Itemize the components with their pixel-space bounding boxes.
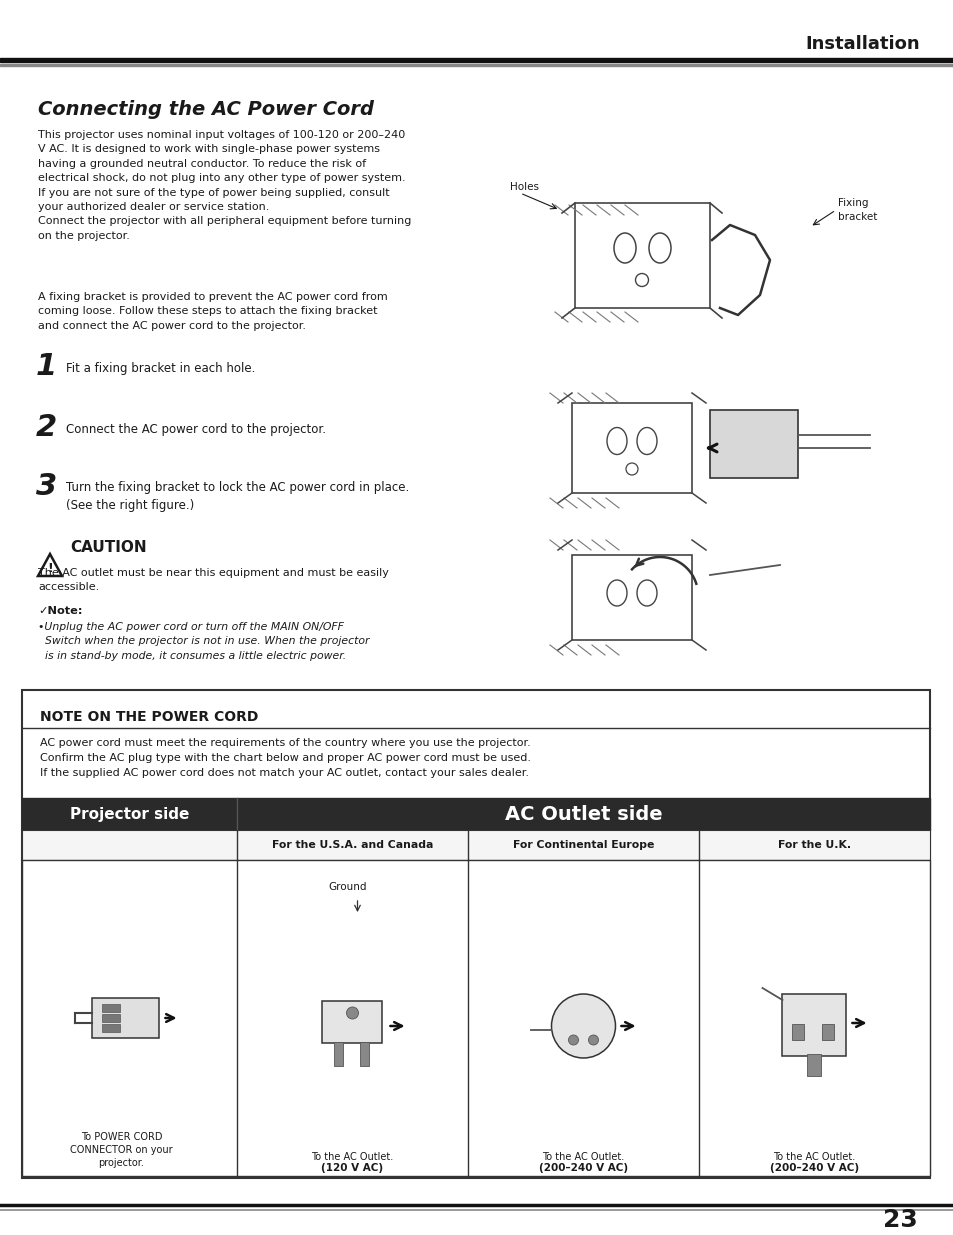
Bar — [22, 860, 929, 1176]
Text: AC Outlet side: AC Outlet side — [504, 804, 661, 824]
Text: 23: 23 — [882, 1208, 917, 1233]
Text: For the U.K.: For the U.K. — [777, 840, 850, 850]
Bar — [575, 203, 709, 308]
Text: This projector uses nominal input voltages of 100-120 or 200–240
V AC. It is des: This projector uses nominal input voltag… — [38, 130, 411, 241]
Text: Ground: Ground — [328, 882, 366, 892]
Bar — [22, 798, 929, 830]
Bar — [101, 1024, 119, 1032]
Text: Projector side: Projector side — [70, 806, 189, 821]
Text: A fixing bracket is provided to prevent the AC power cord from
coming loose. Fol: A fixing bracket is provided to prevent … — [38, 291, 387, 331]
Text: (200–240 V AC): (200–240 V AC) — [769, 1163, 858, 1173]
Text: Connecting the AC Power Cord: Connecting the AC Power Cord — [38, 100, 374, 119]
Text: 1: 1 — [36, 352, 57, 382]
Bar — [792, 1024, 803, 1040]
Text: To the AC Outlet.: To the AC Outlet. — [773, 1152, 855, 1162]
Text: For the U.S.A. and Canada: For the U.S.A. and Canada — [272, 840, 433, 850]
Bar — [101, 1004, 119, 1011]
Text: To the AC Outlet.: To the AC Outlet. — [542, 1152, 624, 1162]
Bar — [22, 690, 929, 1178]
Text: 3: 3 — [36, 472, 57, 501]
Circle shape — [568, 1035, 578, 1045]
Text: Holes: Holes — [510, 182, 538, 191]
Bar — [0, 63, 953, 65]
Circle shape — [588, 1035, 598, 1045]
Text: Connect the AC power cord to the projector.: Connect the AC power cord to the project… — [66, 424, 326, 436]
Bar — [806, 1053, 821, 1076]
Bar — [101, 1014, 119, 1023]
Bar — [821, 1024, 834, 1040]
Text: Fixing
bracket: Fixing bracket — [837, 198, 877, 222]
Text: •Unplug the AC power cord or turn off the MAIN ON/OFF
  Switch when the projecto: •Unplug the AC power cord or turn off th… — [38, 622, 369, 661]
Text: 2: 2 — [36, 412, 57, 442]
Bar — [709, 410, 797, 478]
Bar — [572, 555, 691, 640]
Polygon shape — [91, 998, 159, 1037]
Text: To the AC Outlet.: To the AC Outlet. — [311, 1152, 394, 1162]
Text: Installation: Installation — [804, 35, 919, 53]
Text: ✓Note:: ✓Note: — [38, 606, 82, 616]
Text: For Continental Europe: For Continental Europe — [513, 840, 654, 850]
Circle shape — [551, 994, 615, 1058]
Bar — [572, 403, 691, 493]
Text: (120 V AC): (120 V AC) — [321, 1163, 383, 1173]
Circle shape — [346, 1007, 358, 1019]
Text: The AC outlet must be near this equipment and must be easily
accessible.: The AC outlet must be near this equipmen… — [38, 568, 389, 593]
Text: CAUTION: CAUTION — [70, 540, 147, 555]
Bar — [335, 1042, 343, 1066]
Bar — [22, 830, 929, 860]
Bar — [322, 1002, 382, 1044]
Text: AC power cord must meet the requirements of the country where you use the projec: AC power cord must meet the requirements… — [40, 739, 531, 778]
Text: NOTE ON THE POWER CORD: NOTE ON THE POWER CORD — [40, 710, 258, 724]
Text: (200–240 V AC): (200–240 V AC) — [538, 1163, 627, 1173]
Text: Turn the fixing bracket to lock the AC power cord in place.
(See the right figur: Turn the fixing bracket to lock the AC p… — [66, 480, 409, 513]
Bar — [360, 1042, 369, 1066]
Text: Fit a fixing bracket in each hole.: Fit a fixing bracket in each hole. — [66, 362, 255, 375]
Bar — [0, 58, 953, 62]
Bar — [781, 994, 845, 1056]
Text: !: ! — [47, 562, 52, 574]
Text: To POWER CORD
CONNECTOR on your
projector.: To POWER CORD CONNECTOR on your projecto… — [71, 1131, 172, 1168]
